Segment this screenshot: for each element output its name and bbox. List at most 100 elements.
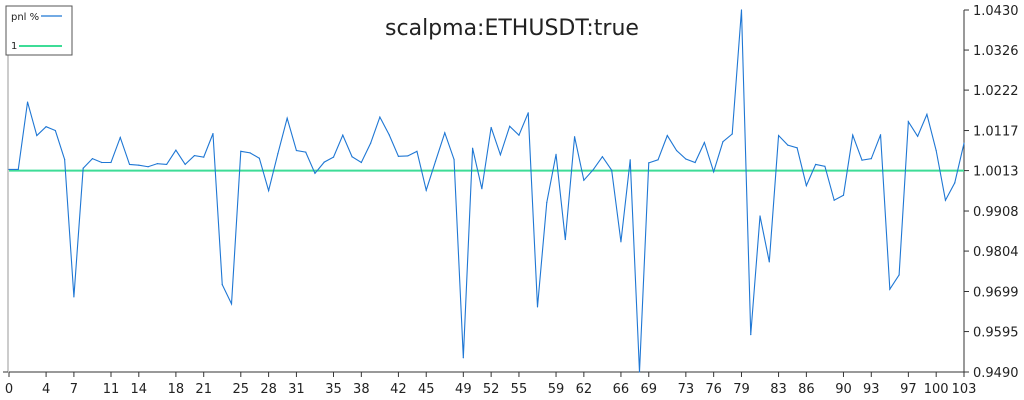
legend-label-pnl: pnl % [11,12,39,23]
data-point [240,150,242,152]
data-point [620,241,622,243]
x-tick-label: 49 [455,382,472,397]
data-point [555,153,557,156]
x-tick-label: 7 [70,382,78,397]
data-point [536,306,539,308]
data-point [805,185,807,187]
data-point [935,149,937,152]
data-point [314,172,316,174]
data-point [277,153,279,155]
data-point [490,126,492,129]
data-point [481,188,483,190]
x-tick-label: 100 [924,382,949,397]
data-point [629,159,631,161]
x-tick-label: 59 [548,382,565,397]
data-point [611,169,613,171]
data-point [471,147,474,149]
data-point [147,166,149,168]
data-point [407,155,409,157]
data-point [193,154,196,157]
data-point [101,161,103,164]
data-point [657,159,659,161]
data-point [750,334,752,336]
y-tick-label: 0.9699 [973,286,1019,301]
data-point [592,169,594,171]
data-point [8,168,10,171]
data-point [815,163,817,166]
data-point [230,303,233,305]
data-point [26,101,29,103]
data-point [138,164,140,166]
data-point [824,165,826,167]
data-point [917,135,919,137]
data-point [889,288,891,290]
data-point [842,194,845,196]
x-tick-label: 0 [5,382,13,397]
x-tick-label: 35 [325,382,342,397]
data-point [444,132,446,134]
data-point [388,134,390,136]
data-point [601,156,604,158]
data-point [694,161,696,164]
series-line-pnl [9,9,965,373]
x-tick-label: 38 [353,382,370,397]
x-tick-label: 52 [483,382,500,397]
data-point [295,149,298,152]
data-point [36,134,38,137]
data-point [323,161,325,163]
legend-label-one: 1 [11,41,17,52]
data-point [128,163,131,166]
data-point [332,156,335,158]
data-point [184,163,186,166]
x-tick-label: 90 [835,382,852,397]
x-tick-label: 18 [168,382,185,397]
x-tick-label: 66 [613,382,630,397]
data-point [759,215,761,217]
data-point [305,151,307,153]
data-point [777,134,780,137]
data-point [675,149,678,152]
y-tick-label: 1.0117 [973,125,1019,140]
y-tick-label: 1.0013 [973,165,1019,180]
data-point [954,182,956,184]
data-point [898,274,900,276]
x-tick-label: 4 [42,382,50,397]
data-point [638,371,641,373]
x-tick-label: 25 [233,382,250,397]
data-point [73,296,75,298]
x-tick-label: 69 [640,382,657,397]
data-point [509,125,511,127]
x-tick-label: 103 [952,382,977,397]
x-tick-group: 0 4 7 11 14 18 21 25 28 31 35 38 42 45 49 52 55 59 62 66 69 7… [5,372,977,397]
data-point [685,158,687,160]
data-point [944,199,947,201]
data-point [768,261,770,263]
data-point [425,189,427,191]
data-point [434,160,437,162]
data-point [722,141,724,143]
x-tick-label: 45 [418,382,435,397]
x-tick-label: 83 [770,382,787,397]
data-point [203,156,205,158]
y-tick-label: 0.9490 [973,366,1019,381]
x-tick-label: 62 [576,382,593,397]
y-tick-label: 0.9908 [973,205,1019,220]
data-point [17,168,19,171]
data-point [351,156,353,158]
data-point [342,134,344,136]
series-group [8,9,965,373]
data-point [703,141,705,144]
data-point [564,238,566,241]
data-point [268,190,270,192]
data-point [648,162,650,164]
x-tick-label: 21 [195,382,212,397]
data-point [91,158,94,160]
x-tick-label: 55 [511,382,528,397]
data-point [453,158,455,161]
data-point [879,134,882,136]
y-tick-group: 1.0430 1.0326 1.0222 1.0117 1.0013 0.9908 0.98… [3,4,1019,381]
data-point [82,167,84,169]
x-tick-label: 11 [103,382,120,397]
data-point [852,134,854,136]
